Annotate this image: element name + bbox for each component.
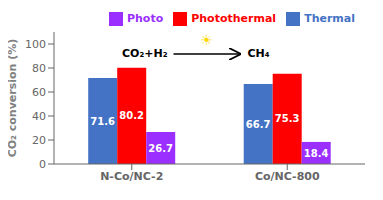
svg-text:0: 0 bbox=[39, 158, 46, 171]
svg-text:80: 80 bbox=[32, 62, 46, 75]
svg-text:66.7: 66.7 bbox=[246, 119, 271, 130]
html-text:Photo: Photo bbox=[127, 12, 164, 25]
svg-text:☀: ☀ bbox=[200, 32, 213, 48]
svg-text:CO₂ conversion (%): CO₂ conversion (%) bbox=[8, 39, 19, 158]
svg-text:26.7: 26.7 bbox=[148, 143, 173, 154]
html-text:Thermal: Thermal bbox=[304, 12, 355, 25]
svg-text:40: 40 bbox=[32, 110, 46, 123]
svg-text:75.3: 75.3 bbox=[275, 113, 300, 124]
svg-text:18.4: 18.4 bbox=[304, 148, 329, 159]
svg-text:N-Co/NC-2: N-Co/NC-2 bbox=[100, 170, 163, 183]
svg-text:CH₄: CH₄ bbox=[248, 47, 270, 60]
svg-text:20: 20 bbox=[32, 134, 46, 147]
svg-text:CO₂+H₂: CO₂+H₂ bbox=[122, 47, 168, 60]
svg-text:Co/NC-800: Co/NC-800 bbox=[255, 170, 320, 183]
svg-text:80.2: 80.2 bbox=[119, 110, 144, 121]
svg-text:60: 60 bbox=[32, 86, 46, 99]
svg-text:100: 100 bbox=[25, 38, 46, 51]
svg-text:71.6: 71.6 bbox=[90, 116, 115, 127]
html-text:Photothermal: Photothermal bbox=[191, 12, 277, 25]
